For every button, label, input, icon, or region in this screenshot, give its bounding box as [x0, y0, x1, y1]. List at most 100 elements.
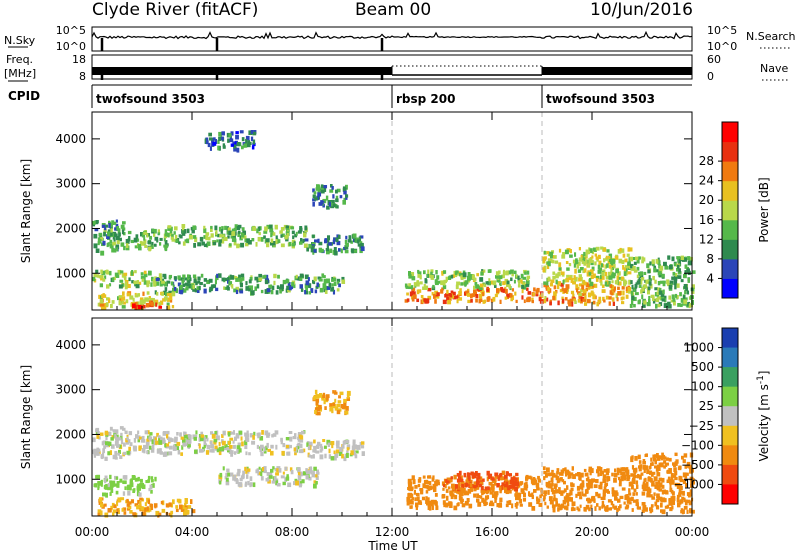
scatter-cell: [102, 240, 106, 246]
scatter-cell: [470, 487, 474, 492]
colorbar-swatch: [722, 445, 738, 466]
scatter-cell: [686, 461, 691, 467]
scatter-cell: [221, 434, 224, 438]
scatter-cell: [92, 276, 96, 282]
scatter-cell: [129, 482, 134, 488]
scatter-cell: [601, 289, 606, 293]
scatter-cell: [507, 485, 511, 491]
scatter-cell: [277, 274, 280, 279]
scatter-cell: [545, 472, 548, 478]
scatter-cell: [232, 444, 236, 449]
scatter-cell: [206, 279, 210, 285]
scatter-cell: [547, 276, 551, 282]
scatter-cell: [568, 276, 572, 281]
scatter-cell: [566, 493, 569, 497]
scatter-cell: [658, 290, 663, 295]
scatter-cell: [435, 270, 438, 275]
scatter-cell: [240, 273, 245, 278]
scatter-cell: [203, 288, 207, 294]
scatter-cell: [183, 511, 187, 516]
scatter-cell: [225, 480, 230, 486]
scatter-cell: [230, 431, 234, 435]
scatter-cell: [288, 431, 293, 435]
scatter-cell: [172, 284, 175, 288]
scatter-cell: [137, 304, 142, 310]
scatter-cell: [691, 289, 695, 294]
scatter-cell: [659, 455, 663, 460]
scatter-cell: [171, 234, 174, 238]
scatter-cell: [101, 294, 104, 299]
scatter-cell: [525, 484, 529, 489]
scatter-cell: [143, 237, 146, 241]
scatter-cell: [561, 503, 565, 509]
scatter-cell: [456, 490, 459, 494]
scatter-cell: [684, 264, 687, 269]
scatter-cell: [526, 275, 531, 279]
scatter-cell: [574, 300, 577, 304]
scatter-cell: [138, 246, 142, 251]
scatter-cell: [612, 503, 615, 509]
scatter-cell: [276, 285, 280, 290]
scatter-cell: [203, 443, 206, 449]
scatter-cell: [521, 284, 525, 289]
scatter-cell: [328, 454, 332, 459]
scatter-cell: [661, 274, 665, 278]
scatter-cell: [530, 476, 533, 481]
scatter-cell: [198, 443, 201, 449]
scatter-cell: [140, 506, 144, 511]
scatter-cell: [197, 276, 201, 281]
scatter-cell: [178, 504, 183, 510]
scatter-cell: [195, 430, 198, 435]
scatter-cell: [238, 482, 243, 487]
scatter-cell: [203, 225, 206, 230]
scatter-cell: [573, 298, 576, 302]
scatter-cell: [316, 469, 319, 475]
scatter-cell: [515, 299, 518, 304]
scatter-cell: [445, 503, 449, 508]
scatter-cell: [106, 271, 111, 275]
scatter-cell: [655, 269, 659, 273]
scatter-cell: [214, 447, 219, 451]
scatter-cell: [314, 407, 318, 411]
scatter-cell: [536, 287, 540, 293]
scatter-cell: [637, 473, 640, 478]
scatter-cell: [581, 257, 586, 262]
scatter-cell: [566, 485, 569, 490]
scatter-cell: [661, 490, 665, 495]
scatter-cell: [618, 483, 622, 487]
scatter-cell: [685, 472, 689, 476]
scatter-cell: [557, 507, 560, 512]
scatter-cell: [581, 260, 584, 265]
scatter-cell: [343, 456, 347, 462]
scatter-cell: [553, 255, 557, 259]
scatter-cell: [555, 279, 558, 285]
scatter-cell: [109, 450, 113, 456]
scatter-cell: [435, 505, 438, 511]
scatter-cell: [315, 444, 318, 449]
scatter-cell: [467, 279, 471, 283]
scatter-cell: [494, 475, 499, 479]
scatter-cell: [686, 492, 691, 497]
colorbar-swatch: [722, 258, 738, 279]
scatter-cell: [313, 395, 317, 401]
scatter-cell: [562, 499, 567, 505]
scatter-cell: [213, 438, 218, 443]
scatter-cell: [563, 480, 566, 485]
scatter-cell: [652, 299, 656, 304]
colorbar-tick-label: −100: [681, 438, 714, 452]
scatter-cell: [658, 484, 662, 488]
scatter-cell: [498, 275, 503, 280]
scatter-cell: [211, 284, 214, 289]
scatter-cell: [107, 508, 112, 513]
scatter-cell: [318, 278, 323, 282]
scatter-cell: [299, 226, 303, 230]
scatter-cell: [175, 508, 179, 513]
scatter-cell: [143, 449, 146, 454]
scatter-cell: [187, 505, 192, 509]
scatter-cell: [245, 433, 250, 438]
scatter-cell: [299, 276, 303, 282]
scatter-cell: [249, 285, 254, 291]
scatter-cell: [625, 290, 629, 294]
scatter-cell: [449, 477, 453, 482]
scatter-cell: [514, 291, 517, 296]
